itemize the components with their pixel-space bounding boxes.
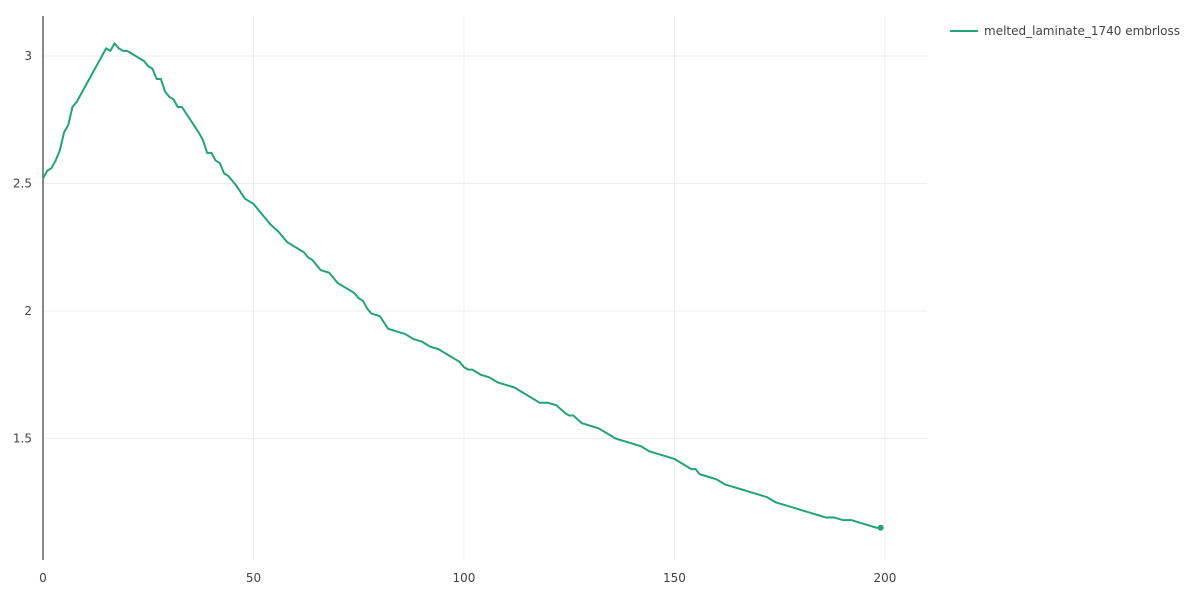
series-layer — [42, 42, 884, 531]
y-tick-label: 2.5 — [13, 177, 32, 191]
y-tick-label: 3 — [24, 49, 32, 63]
gridlines — [43, 16, 927, 560]
y-tick-label: 1.5 — [13, 432, 32, 446]
y-axis: 1.5 2 2.5 3 — [13, 16, 44, 560]
x-tick-label: 100 — [452, 571, 475, 585]
x-tick-label: 200 — [873, 571, 896, 585]
y-tick-label: 2 — [24, 304, 32, 318]
x-axis: 0 50 100 150 200 — [39, 571, 896, 585]
legend-label: melted_laminate_1740 embrloss — [984, 24, 1180, 38]
series-end-point — [877, 524, 884, 531]
x-tick-label: 50 — [246, 571, 261, 585]
series-line — [42, 42, 881, 529]
x-tick-label: 0 — [39, 571, 47, 585]
x-tick-label: 150 — [663, 571, 686, 585]
legend[interactable]: melted_laminate_1740 embrloss — [950, 24, 1180, 38]
